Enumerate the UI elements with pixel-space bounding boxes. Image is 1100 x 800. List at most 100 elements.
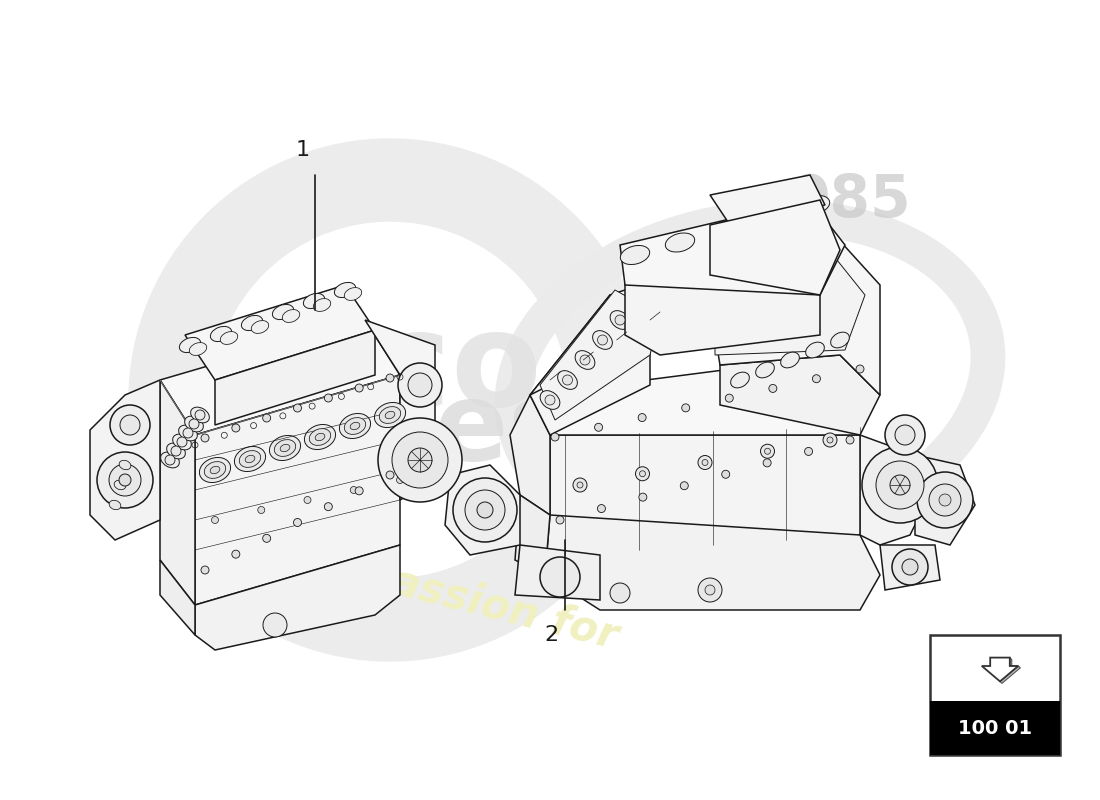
Circle shape bbox=[930, 484, 961, 516]
Text: 085: 085 bbox=[789, 171, 911, 229]
Polygon shape bbox=[700, 230, 880, 395]
Circle shape bbox=[183, 428, 192, 438]
Polygon shape bbox=[982, 658, 1019, 682]
Ellipse shape bbox=[309, 429, 331, 446]
Ellipse shape bbox=[241, 315, 263, 330]
Circle shape bbox=[813, 374, 821, 382]
Circle shape bbox=[355, 487, 363, 495]
Ellipse shape bbox=[756, 362, 774, 378]
Circle shape bbox=[294, 518, 301, 526]
Circle shape bbox=[823, 433, 837, 447]
Polygon shape bbox=[915, 455, 975, 545]
Circle shape bbox=[698, 578, 722, 602]
Ellipse shape bbox=[109, 500, 121, 510]
Circle shape bbox=[540, 557, 580, 597]
Circle shape bbox=[201, 434, 209, 442]
Ellipse shape bbox=[173, 434, 191, 450]
Polygon shape bbox=[620, 200, 845, 320]
Circle shape bbox=[939, 494, 952, 506]
Circle shape bbox=[453, 478, 517, 542]
Polygon shape bbox=[515, 545, 600, 600]
Circle shape bbox=[324, 502, 332, 510]
Circle shape bbox=[392, 432, 448, 488]
Ellipse shape bbox=[830, 332, 849, 348]
Circle shape bbox=[294, 404, 301, 412]
Text: a passion for: a passion for bbox=[317, 543, 623, 657]
Circle shape bbox=[595, 423, 603, 431]
Circle shape bbox=[804, 447, 813, 455]
Ellipse shape bbox=[610, 310, 630, 330]
Ellipse shape bbox=[344, 287, 362, 301]
Ellipse shape bbox=[251, 321, 268, 334]
Polygon shape bbox=[185, 285, 375, 380]
Ellipse shape bbox=[385, 411, 395, 418]
Ellipse shape bbox=[189, 342, 207, 355]
Circle shape bbox=[902, 559, 918, 575]
Ellipse shape bbox=[280, 444, 289, 452]
Circle shape bbox=[886, 415, 925, 455]
Polygon shape bbox=[214, 330, 375, 425]
Circle shape bbox=[876, 461, 924, 509]
Text: series: series bbox=[207, 377, 573, 483]
Circle shape bbox=[378, 418, 462, 502]
Ellipse shape bbox=[540, 390, 560, 410]
Ellipse shape bbox=[240, 450, 261, 467]
Ellipse shape bbox=[666, 233, 695, 252]
Circle shape bbox=[109, 464, 141, 496]
Circle shape bbox=[304, 497, 311, 503]
Circle shape bbox=[195, 410, 205, 420]
Circle shape bbox=[544, 395, 556, 405]
Circle shape bbox=[636, 466, 649, 481]
Circle shape bbox=[892, 549, 928, 585]
Circle shape bbox=[769, 385, 777, 393]
Ellipse shape bbox=[379, 406, 400, 423]
Circle shape bbox=[211, 517, 219, 523]
Ellipse shape bbox=[304, 294, 324, 309]
Circle shape bbox=[355, 384, 363, 392]
Circle shape bbox=[477, 502, 493, 518]
Ellipse shape bbox=[220, 331, 238, 345]
Circle shape bbox=[386, 374, 394, 382]
Circle shape bbox=[698, 455, 712, 470]
Text: 2: 2 bbox=[543, 625, 558, 645]
Polygon shape bbox=[710, 200, 840, 295]
Ellipse shape bbox=[270, 435, 300, 461]
Text: elco: elco bbox=[238, 306, 542, 434]
Circle shape bbox=[610, 583, 630, 603]
Ellipse shape bbox=[620, 246, 650, 265]
Ellipse shape bbox=[167, 443, 185, 459]
Circle shape bbox=[580, 355, 590, 365]
Circle shape bbox=[120, 415, 140, 435]
Ellipse shape bbox=[593, 330, 613, 350]
Circle shape bbox=[386, 471, 394, 479]
Ellipse shape bbox=[781, 352, 800, 368]
Polygon shape bbox=[540, 290, 660, 420]
Ellipse shape bbox=[161, 452, 179, 468]
Circle shape bbox=[597, 505, 605, 513]
Ellipse shape bbox=[210, 326, 232, 342]
Circle shape bbox=[702, 459, 708, 466]
Ellipse shape bbox=[245, 455, 255, 462]
Circle shape bbox=[551, 433, 559, 441]
Ellipse shape bbox=[234, 446, 265, 471]
Polygon shape bbox=[530, 355, 860, 435]
Ellipse shape bbox=[210, 466, 220, 474]
Polygon shape bbox=[365, 320, 435, 500]
Polygon shape bbox=[1010, 658, 1020, 668]
Circle shape bbox=[890, 475, 910, 495]
Circle shape bbox=[324, 394, 332, 402]
Circle shape bbox=[639, 470, 646, 477]
Ellipse shape bbox=[305, 425, 336, 450]
Ellipse shape bbox=[283, 310, 299, 322]
Polygon shape bbox=[930, 635, 1060, 755]
Circle shape bbox=[760, 444, 774, 458]
Polygon shape bbox=[160, 320, 400, 435]
Polygon shape bbox=[530, 295, 650, 435]
Circle shape bbox=[917, 472, 974, 528]
Circle shape bbox=[263, 613, 287, 637]
Circle shape bbox=[263, 414, 271, 422]
Ellipse shape bbox=[711, 221, 739, 239]
Ellipse shape bbox=[273, 305, 294, 319]
Text: 100 01: 100 01 bbox=[958, 719, 1032, 738]
Circle shape bbox=[705, 585, 715, 595]
